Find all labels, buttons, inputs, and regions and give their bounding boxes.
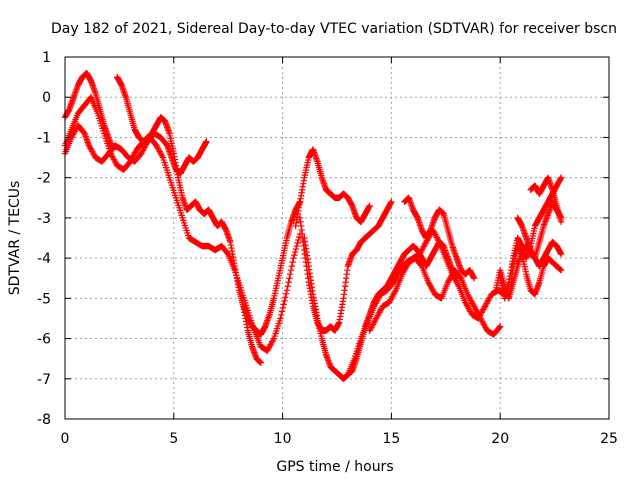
data-point bbox=[109, 146, 117, 153]
y-tick-label: -3 bbox=[37, 211, 51, 227]
x-tick-label: 5 bbox=[169, 431, 178, 447]
x-tick-label: 10 bbox=[274, 431, 292, 447]
axis-ticks bbox=[64, 56, 610, 420]
data-point bbox=[284, 283, 291, 290]
data-point bbox=[470, 275, 478, 282]
data-point bbox=[269, 336, 277, 344]
grid-lines bbox=[65, 57, 609, 419]
y-tick-labels: -8 -7 -6 -5 -4 -3 -2 -1 0 1 bbox=[37, 50, 51, 428]
data-point bbox=[279, 304, 287, 312]
x-axis-label: GPS time / hours bbox=[276, 459, 393, 475]
data-point bbox=[281, 297, 288, 305]
x-tick-label: 0 bbox=[61, 431, 70, 447]
data-point bbox=[291, 251, 298, 259]
series-9 bbox=[344, 226, 508, 378]
data-point bbox=[278, 311, 285, 319]
y-tick-label: -7 bbox=[37, 372, 51, 388]
data-point bbox=[435, 237, 442, 244]
data-point bbox=[257, 359, 265, 366]
data-point bbox=[295, 236, 302, 244]
data-point bbox=[278, 308, 286, 315]
data-point bbox=[496, 324, 503, 331]
data-point bbox=[454, 281, 462, 288]
data-point bbox=[286, 275, 293, 282]
series-3 bbox=[114, 73, 304, 338]
series-4 bbox=[61, 94, 304, 354]
x-tick-label: 15 bbox=[382, 431, 400, 447]
data-point bbox=[293, 242, 300, 250]
series-6 bbox=[292, 146, 373, 230]
data-point bbox=[287, 271, 294, 278]
data-point bbox=[557, 266, 565, 274]
series-5 bbox=[240, 303, 265, 366]
x-tick-label: 20 bbox=[491, 431, 509, 447]
x-tick-labels: 0 5 10 15 20 25 bbox=[61, 431, 618, 447]
data-point bbox=[277, 315, 284, 322]
data-point bbox=[285, 279, 292, 286]
series-10 bbox=[366, 254, 504, 338]
series-16 bbox=[527, 174, 565, 226]
y-tick-label: -4 bbox=[37, 251, 51, 267]
plot-frame bbox=[64, 56, 610, 420]
data-point bbox=[557, 174, 565, 181]
data-point bbox=[282, 294, 289, 301]
data-point bbox=[388, 198, 395, 205]
series-11 bbox=[401, 194, 478, 282]
y-tick-label: -2 bbox=[37, 171, 51, 187]
data-point bbox=[497, 323, 504, 330]
data-point bbox=[287, 266, 295, 274]
data-point bbox=[294, 239, 301, 247]
data-point bbox=[291, 248, 299, 256]
y-tick-label: 0 bbox=[42, 90, 51, 106]
y-tick-label: -6 bbox=[37, 332, 51, 348]
data-point bbox=[557, 250, 565, 258]
series-2 bbox=[61, 69, 117, 153]
data-point bbox=[557, 218, 565, 226]
y-tick-label: -1 bbox=[37, 130, 51, 146]
data-point bbox=[366, 202, 373, 210]
y-tick-label: -8 bbox=[37, 412, 51, 428]
data-point bbox=[203, 138, 210, 145]
data-point bbox=[289, 258, 296, 266]
data-point bbox=[283, 287, 291, 294]
y-tick-label: -5 bbox=[37, 291, 51, 307]
series-15 bbox=[514, 214, 565, 270]
data-point bbox=[158, 152, 166, 160]
chart-title: Day 182 of 2021, Sidereal Day-to-day VTE… bbox=[51, 21, 617, 37]
data-point bbox=[288, 262, 296, 270]
data-point bbox=[295, 233, 303, 241]
data-point bbox=[282, 290, 290, 298]
data-point bbox=[290, 254, 297, 262]
y-tick-label: 1 bbox=[42, 50, 51, 66]
data-point bbox=[280, 301, 287, 308]
y-axis-label: SDTVAR / TECUs bbox=[7, 181, 23, 296]
data-point bbox=[292, 245, 300, 253]
data-points bbox=[61, 69, 565, 382]
x-tick-label: 25 bbox=[600, 431, 618, 447]
data-point bbox=[391, 288, 399, 295]
